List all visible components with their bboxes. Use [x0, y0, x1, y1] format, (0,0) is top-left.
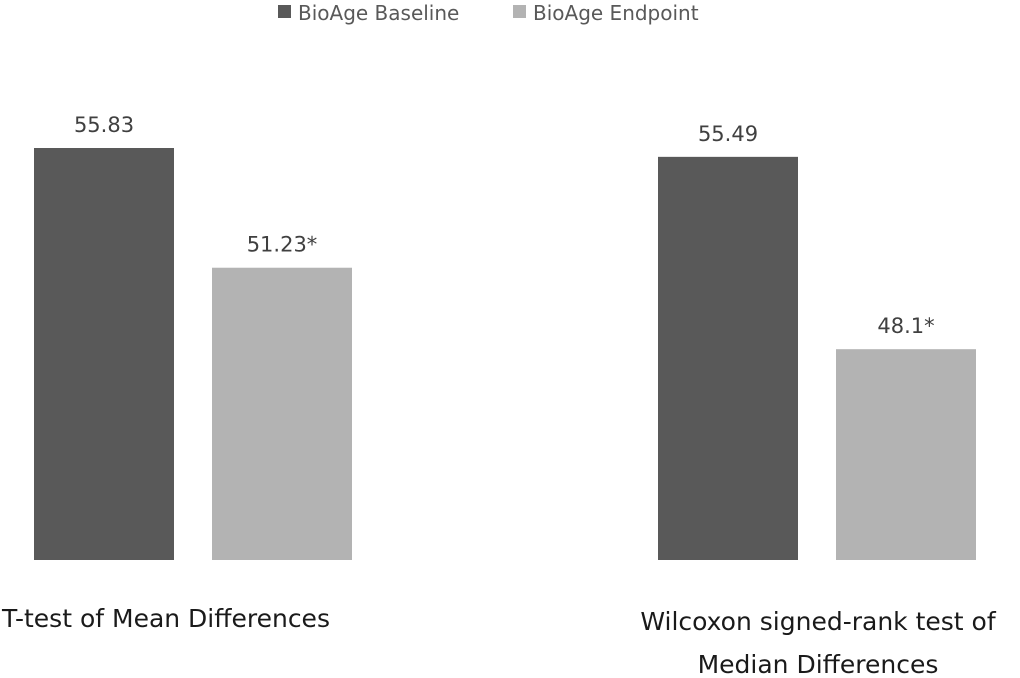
data-label-baseline-1: 55.49 — [698, 122, 758, 146]
category-labels: T-test of Mean Differences Wilcoxon signe… — [1, 604, 997, 678]
plot-area: 55.83 51.23* 55.49 48.1* — [34, 113, 976, 561]
category-label-1-line-0: Wilcoxon signed-rank test of — [640, 607, 997, 636]
legend-label-endpoint: BioAge Endpoint — [533, 1, 699, 25]
category-label-1-line-1: Median Differences — [698, 650, 939, 678]
legend-swatch-endpoint — [513, 5, 526, 18]
bar-baseline-1 — [658, 156, 798, 561]
category-label-0-line-0: T-test of Mean Differences — [1, 604, 330, 633]
bar-endpoint-1 — [836, 349, 976, 560]
legend-label-baseline: BioAge Baseline — [298, 1, 459, 25]
bar-baseline-0 — [34, 148, 174, 560]
data-label-endpoint-1: 48.1* — [877, 314, 934, 338]
data-label-endpoint-0: 51.23* — [247, 233, 318, 257]
data-label-baseline-0: 55.83 — [74, 113, 134, 137]
bar-endpoint-0 — [212, 267, 352, 560]
legend-swatch-baseline — [278, 5, 291, 18]
legend: BioAge Baseline BioAge Endpoint — [278, 1, 699, 25]
